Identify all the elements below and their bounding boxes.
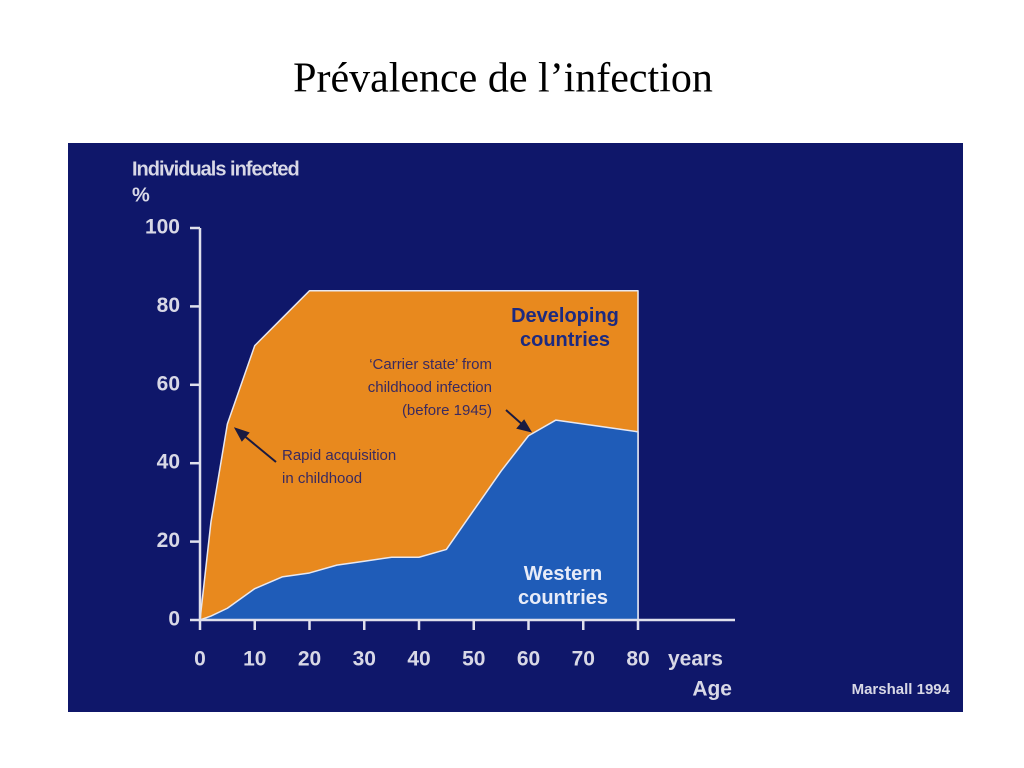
y-tick-label: 40 — [157, 451, 180, 474]
annotation-line: ‘Carrier state’ from — [369, 356, 492, 373]
y-axis-label: Individuals infected — [132, 158, 299, 180]
y-tick-label: 0 — [168, 608, 180, 631]
series-label: Developing countries — [511, 305, 619, 351]
arrow-line — [241, 433, 277, 463]
y-tick-label: 60 — [157, 372, 180, 395]
x-tick-label: 80 — [626, 648, 649, 671]
annotation-arrows — [233, 409, 533, 463]
x-tick-label: 10 — [243, 648, 266, 671]
x-axis-unit: years — [668, 648, 723, 671]
arrow-head — [233, 427, 250, 442]
x-tick-label: 30 — [353, 648, 376, 671]
x-tick-label: 0 — [194, 648, 206, 671]
y-axis-unit: % — [132, 184, 150, 206]
y-tick-label: 80 — [157, 294, 180, 317]
axes: 0 20 40 60 80 100 0 10 20 30 40 50 60 70 80 — [145, 216, 735, 671]
x-tick-label: 50 — [462, 648, 485, 671]
series-label: Western countries — [517, 563, 609, 609]
x-axis-label: Age — [692, 678, 732, 701]
x-tick-label: 20 — [298, 648, 321, 671]
y-tick-label: 20 — [157, 529, 180, 552]
areas — [199, 289, 639, 621]
arrow-head — [516, 419, 533, 433]
annotation-line: Rapid acquisition — [282, 447, 396, 464]
x-tick-label: 40 — [407, 648, 430, 671]
annotation-line: childhood infection — [368, 379, 492, 396]
annotation-line: (before 1945) — [402, 402, 492, 419]
slide-title: Prévalence de l’infection — [293, 56, 713, 102]
source-note: Marshall 1994 — [852, 681, 951, 698]
y-tick-label: 100 — [145, 216, 180, 239]
x-tick-label: 60 — [517, 648, 540, 671]
x-tick-label: 70 — [572, 648, 595, 671]
area — [199, 419, 639, 621]
annotation-line: in childhood — [282, 470, 362, 487]
